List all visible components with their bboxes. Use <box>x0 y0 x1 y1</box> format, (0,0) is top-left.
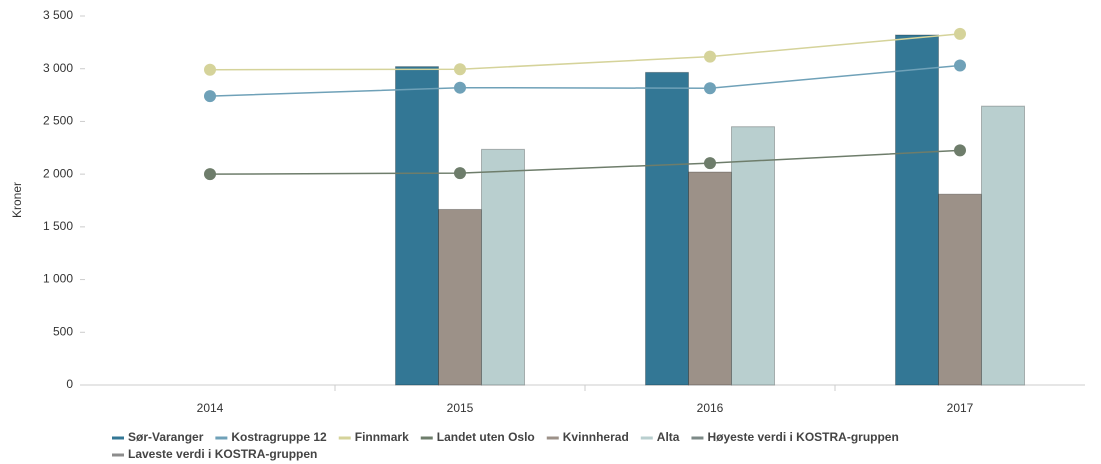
y-tick-label: 0 <box>66 377 73 391</box>
legend-label: Landet uten Oslo <box>437 430 535 444</box>
legend-label: Høyeste verdi i KOSTRA-gruppen <box>707 430 898 444</box>
bar <box>481 148 525 386</box>
bar <box>731 126 775 386</box>
legend-label: Kvinnherad <box>563 430 629 444</box>
bar <box>981 105 1025 386</box>
y-tick-label: 3 500 <box>43 8 73 22</box>
bar <box>938 193 982 386</box>
line-marker <box>204 168 216 181</box>
line-marker <box>704 157 716 170</box>
legend-label: Laveste verdi i KOSTRA-gruppen <box>128 447 317 461</box>
line-marker <box>954 59 966 72</box>
bar <box>395 66 439 386</box>
x-tick-label: 2016 <box>697 401 724 415</box>
x-tick-label: 2017 <box>947 401 974 415</box>
line-marker <box>704 50 716 63</box>
y-tick-label: 1 000 <box>43 272 73 286</box>
line-marker <box>704 82 716 95</box>
y-tick-label: 2 500 <box>43 114 73 128</box>
y-tick-label: 2 000 <box>43 166 73 180</box>
line-marker <box>454 81 466 94</box>
line-marker <box>204 63 216 76</box>
line-marker <box>454 63 466 76</box>
bar <box>895 34 939 386</box>
y-axis-label: Kroner <box>10 182 24 218</box>
line-marker <box>454 167 466 180</box>
y-tick-label: 1 500 <box>43 219 73 233</box>
line <box>209 149 961 175</box>
line-marker <box>204 90 216 103</box>
line-marker <box>954 144 966 157</box>
bar <box>438 208 482 386</box>
legend-label: Alta <box>657 430 680 444</box>
legend-label: Kostragruppe 12 <box>231 430 327 444</box>
y-tick-label: 3 000 <box>43 61 73 75</box>
line-marker <box>954 27 966 40</box>
bar <box>645 71 689 386</box>
line <box>209 64 961 97</box>
x-tick-label: 2015 <box>447 401 474 415</box>
line <box>209 33 961 71</box>
bar <box>688 171 732 386</box>
y-tick-label: 500 <box>53 324 73 338</box>
legend-label: Sør-Varanger <box>128 430 204 444</box>
legend-label: Finnmark <box>355 430 409 444</box>
x-tick-label: 2014 <box>197 401 224 415</box>
